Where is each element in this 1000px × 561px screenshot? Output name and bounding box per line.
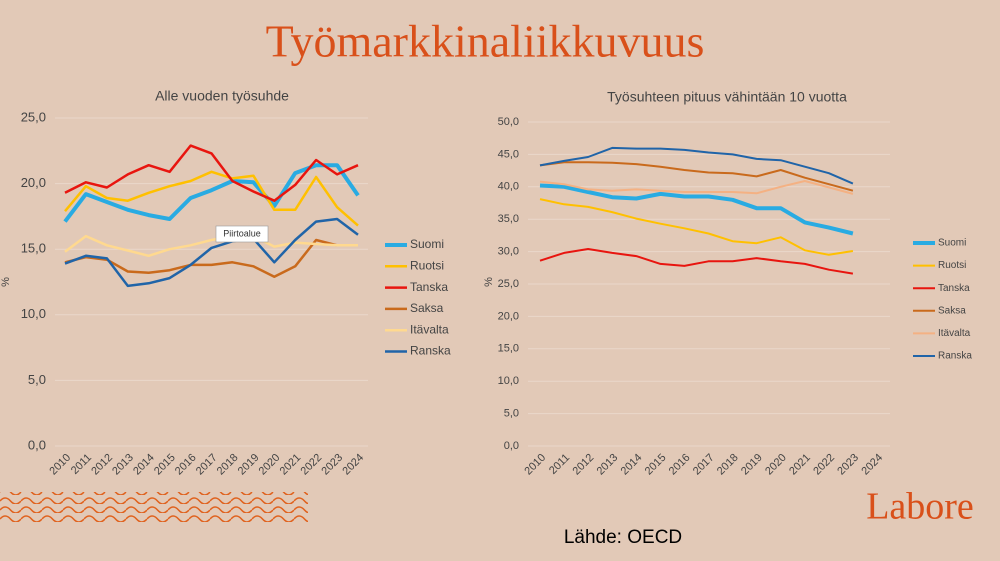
legend-label: Tanska [938,283,970,294]
y-axis-label: % [0,277,12,287]
y-tick-label: 20,0 [498,310,519,322]
legend-label: Suomi [410,237,444,251]
x-tick-label: 2019 [236,452,262,478]
y-tick-label: 50,0 [498,116,519,128]
x-tick-label: 2013 [595,452,621,478]
series-line [64,238,358,279]
x-tick-label: 2016 [173,452,199,478]
series-line [64,170,359,227]
x-tick-label: 2017 [194,452,220,478]
x-tick-label: 2023 [835,452,861,478]
legend-label: Ruotsi [938,260,966,271]
y-tick-label: 25,0 [498,278,519,290]
y-axis-label: % [483,277,495,287]
y-tick-label: 10,0 [21,306,46,321]
x-tick-label: 2018 [215,452,241,478]
legend-label: Ranska [410,344,451,358]
x-tick-label: 2021 [787,452,813,478]
series-line [539,180,854,195]
legend-label: Ranska [938,351,972,362]
x-tick-label: 2011 [547,452,572,477]
chart-title: Alle vuoden työsuhde [155,88,289,104]
x-tick-label: 2020 [257,452,283,478]
tooltip-text: Piirtoalue [223,228,261,238]
series-line [63,163,360,223]
slide-title: Työmarkkinaliikkuvuus [266,16,705,67]
x-tick-label: 2016 [667,452,693,478]
series-line [539,248,854,275]
series-line [539,161,854,192]
x-tick-label: 2017 [691,452,717,478]
tooltip-box [215,225,269,243]
y-tick-label: 5,0 [504,408,519,420]
source: Lähde: OECD [564,527,682,548]
y-tick-label: 35,0 [498,213,519,225]
series-line [539,146,854,185]
legend-label: Itävalta [938,328,971,339]
y-tick-label: 0,0 [28,437,46,452]
x-tick-label: 2011 [69,452,94,477]
y-tick-label: 15,0 [498,343,519,355]
y-tick-label: 10,0 [498,375,519,387]
legend-label: Saksa [410,301,444,315]
legend-label: Suomi [938,238,966,249]
x-tick-label: 2015 [152,452,178,478]
x-tick-label: 2010 [522,452,548,478]
x-tick-label: 2012 [571,452,597,478]
series-line [539,198,854,256]
x-tick-label: 2021 [278,452,304,478]
x-tick-label: 2024 [340,452,366,478]
x-tick-label: 2020 [763,452,789,478]
series-line [64,144,359,202]
tooltip: Piirtoalue [215,225,269,243]
y-tick-label: 40,0 [498,181,519,193]
logo: Labore [866,486,974,528]
y-tick-label: 15,0 [21,241,46,256]
y-tick-label: 25,0 [21,109,46,124]
x-tick-label: 2023 [319,452,345,478]
x-tick-label: 2024 [859,452,885,478]
y-tick-label: 45,0 [498,148,519,160]
series-line [539,183,854,236]
legend-label: Itävalta [410,322,449,336]
x-tick-label: 2015 [643,452,669,478]
x-tick-label: 2014 [619,452,645,478]
series-line [64,217,359,288]
series-line [64,234,358,258]
x-tick-label: 2012 [89,452,115,478]
x-tick-label: 2019 [739,452,765,478]
y-tick-label: 0,0 [504,440,519,452]
x-tick-label: 2022 [811,452,837,478]
x-tick-label: 2022 [299,452,325,478]
legend-label: Ruotsi [410,258,444,272]
x-tick-label: 2013 [110,452,136,478]
x-tick-label: 2010 [47,452,73,478]
legend-label: Saksa [938,305,966,316]
y-tick-label: 30,0 [498,246,519,258]
y-tick-label: 5,0 [28,372,46,387]
y-tick-label: 20,0 [21,175,46,190]
chart-title: Työsuhteen pituus vähintään 10 vuotta [607,89,847,105]
x-tick-label: 2014 [131,452,157,478]
wave-decoration [0,492,308,524]
legend-label: Tanska [410,280,448,294]
x-tick-label: 2018 [715,452,741,478]
